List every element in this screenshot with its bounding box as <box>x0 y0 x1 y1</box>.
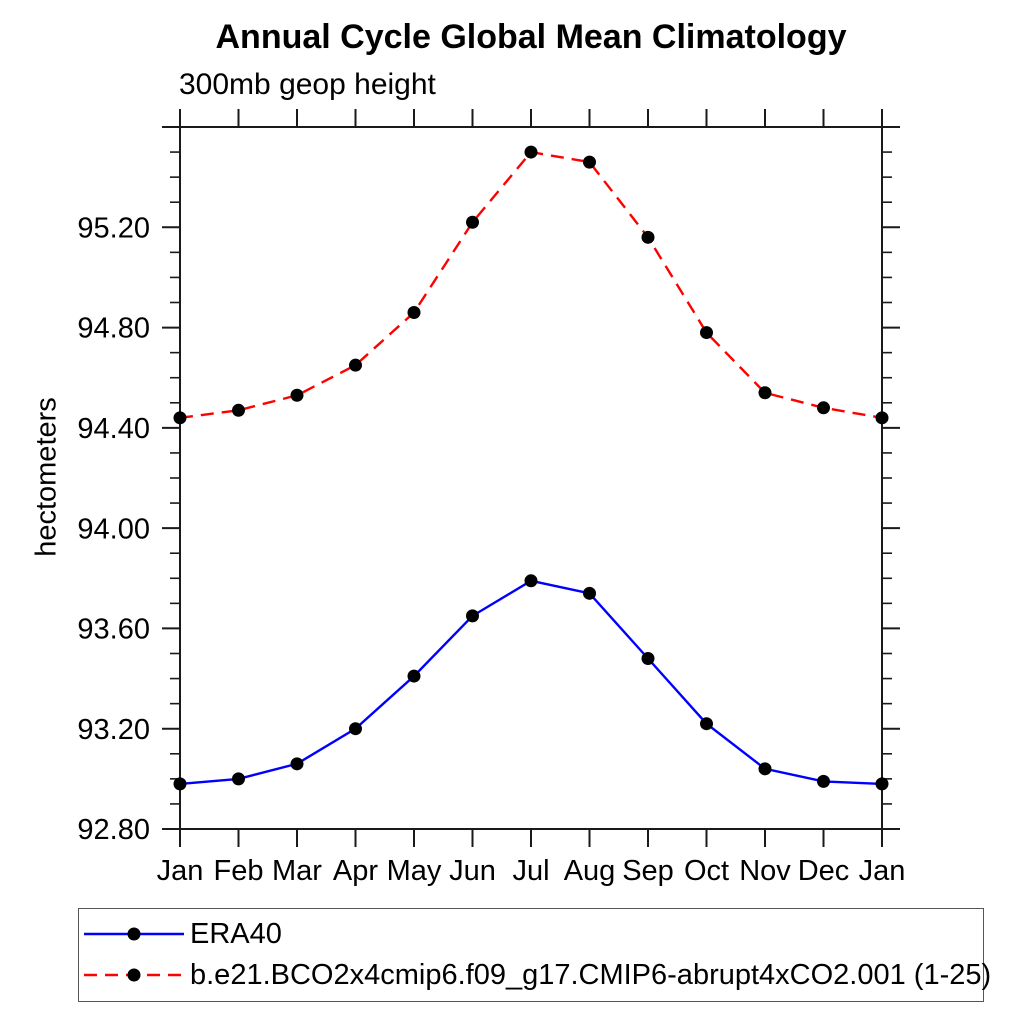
x-tick-label: Mar <box>272 855 322 887</box>
data-point-series-0 <box>875 777 889 791</box>
x-tick-label: Feb <box>214 855 264 887</box>
x-tick-label: Jan <box>859 855 906 887</box>
x-tick-label: Jul <box>512 855 549 887</box>
data-point-series-1 <box>758 386 772 400</box>
data-point-series-1 <box>232 403 245 417</box>
series-line-1 <box>179 150 883 419</box>
legend-label-cmip6: b.e21.BCO2x4cmip6.f09_g17.CMIP6-abrupt4x… <box>190 958 992 991</box>
y-tick-label: 94.80 <box>77 313 150 345</box>
legend-item-era40: ERA40 <box>83 917 282 951</box>
y-tick-label: 94.40 <box>77 413 150 445</box>
data-point-series-0 <box>466 609 479 623</box>
data-point-series-1 <box>700 326 713 340</box>
data-point-series-0 <box>817 774 830 788</box>
data-point-series-0 <box>349 722 362 736</box>
legend: ERA40 b.e21.BCO2x4cmip6.f09_g17.CMIP6-ab… <box>78 908 991 1002</box>
data-point-series-0 <box>290 757 304 771</box>
y-tick-label: 94.00 <box>77 513 150 545</box>
legend-item-cmip6: b.e21.BCO2x4cmip6.f09_g17.CMIP6-abrupt4x… <box>83 958 991 992</box>
data-point-series-0 <box>641 652 655 666</box>
data-point-series-1 <box>641 230 655 244</box>
chart-subtitle: 300mb geop height <box>179 68 436 101</box>
x-tick-label: Jun <box>449 855 496 887</box>
data-point-series-0 <box>173 777 187 791</box>
data-point-series-0 <box>700 717 713 731</box>
plot-frame <box>179 126 883 830</box>
x-tick-label: Aug <box>564 855 616 887</box>
x-tick-label: May <box>387 855 442 887</box>
y-tick-label: 93.60 <box>77 614 150 646</box>
data-point-series-1 <box>817 401 830 415</box>
legend-marker <box>127 968 141 982</box>
x-tick-label: Jan <box>157 855 204 887</box>
era40-line-swatch <box>84 927 184 941</box>
data-point-series-0 <box>407 669 421 683</box>
x-tick-label: Apr <box>333 855 378 887</box>
data-point-series-1 <box>524 145 538 159</box>
y-tick-label: 93.20 <box>77 714 150 746</box>
y-tick-label: 92.80 <box>77 814 150 846</box>
data-point-series-0 <box>758 762 772 776</box>
data-point-series-0 <box>583 586 596 600</box>
data-point-series-0 <box>232 772 245 786</box>
chart-title: Annual Cycle Global Mean Climatology <box>215 18 847 56</box>
data-point-series-1 <box>875 411 889 425</box>
data-point-series-1 <box>466 215 479 229</box>
data-point-series-0 <box>524 574 538 588</box>
x-tick-label: Nov <box>739 855 791 887</box>
data-point-series-1 <box>290 388 304 402</box>
series-line-0 <box>179 579 883 786</box>
y-tick-label: 95.20 <box>77 212 150 244</box>
data-point-series-1 <box>349 358 362 372</box>
cmip6-line-swatch <box>84 968 184 982</box>
legend-label-era40: ERA40 <box>190 917 282 950</box>
data-point-series-1 <box>407 306 421 320</box>
x-tick-label: Dec <box>798 855 850 887</box>
x-tick-label: Oct <box>684 855 729 887</box>
data-point-series-1 <box>173 411 187 425</box>
legend-marker <box>127 927 141 941</box>
data-point-series-1 <box>583 155 596 169</box>
x-tick-label: Sep <box>622 855 674 887</box>
